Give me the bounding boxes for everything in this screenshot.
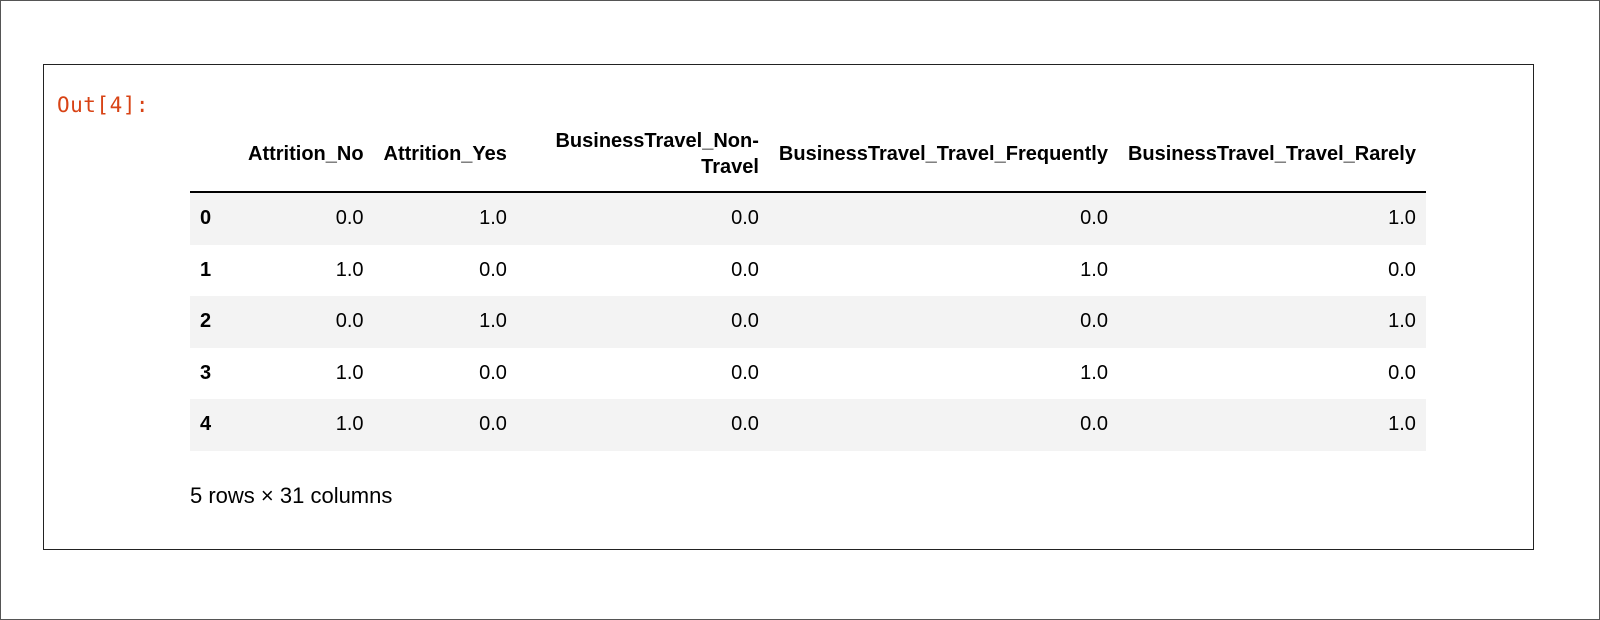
table-cell: 0.0 <box>731 207 759 230</box>
notebook-output-cell: Out[4]: Attrition_No Attrition_Yes Busin… <box>43 64 1534 550</box>
table-cell: 0.0 <box>479 258 507 281</box>
row-index: 1 <box>200 258 212 281</box>
table-cell: 1.0 <box>335 258 364 281</box>
table-cell: 0.0 <box>731 310 759 333</box>
table-row: 2 0.0 1.0 0.0 0.0 1.0 <box>190 296 1426 348</box>
dataframe-shape-note: 5 rows × 31 columns <box>190 483 393 508</box>
index-header <box>190 117 238 193</box>
column-header: BusinessTravel_Travel_Rarely <box>1117 117 1426 193</box>
table-cell: 1.0 <box>1080 258 1108 281</box>
table-cell: 0.0 <box>1388 258 1416 281</box>
table-row: 3 1.0 0.0 0.0 1.0 0.0 <box>190 348 1426 400</box>
table-cell: 0.0 <box>1388 361 1416 384</box>
column-header: BusinessTravel_Travel_Frequently <box>768 117 1118 193</box>
table-cell: 0.0 <box>1080 413 1108 436</box>
table-cell: 0.0 <box>731 258 759 281</box>
table-cell: 0.0 <box>1080 310 1108 333</box>
column-header: Attrition_Yes <box>373 117 517 193</box>
table-cell: 0.0 <box>479 361 507 384</box>
table-cell: 1.0 <box>1388 207 1416 230</box>
table-cell: 0.0 <box>731 361 759 384</box>
table-cell: 0.0 <box>1080 207 1108 230</box>
table-row: 0 0.0 1.0 0.0 0.0 1.0 <box>190 192 1426 245</box>
table-cell: 0.0 <box>731 413 759 436</box>
table-header-row: Attrition_No Attrition_Yes BusinessTrave… <box>190 117 1426 193</box>
table-row: 1 1.0 0.0 0.0 1.0 0.0 <box>190 245 1426 297</box>
table-cell: 0.0 <box>335 310 364 333</box>
table-cell: 0.0 <box>335 207 364 230</box>
table-cell: 1.0 <box>1388 310 1416 333</box>
row-index: 3 <box>200 361 212 384</box>
table-row: 4 1.0 0.0 0.0 0.0 1.0 <box>190 399 1426 451</box>
row-index: 0 <box>200 207 212 230</box>
row-index: 4 <box>200 413 212 436</box>
table-cell: 1.0 <box>335 361 364 384</box>
table-cell: 1.0 <box>1080 361 1108 384</box>
row-index: 2 <box>200 310 212 333</box>
column-header: Attrition_No <box>238 117 374 193</box>
dataframe-table: Attrition_No Attrition_Yes BusinessTrave… <box>190 117 1426 451</box>
output-prompt: Out[4]: <box>57 93 150 117</box>
table-cell: 1.0 <box>479 207 507 230</box>
column-header: BusinessTravel_Non-Travel <box>516 117 769 193</box>
table-cell: 1.0 <box>479 310 507 333</box>
table-cell: 1.0 <box>335 413 364 436</box>
table-cell: 1.0 <box>1388 413 1416 436</box>
table-cell: 0.0 <box>479 413 507 436</box>
